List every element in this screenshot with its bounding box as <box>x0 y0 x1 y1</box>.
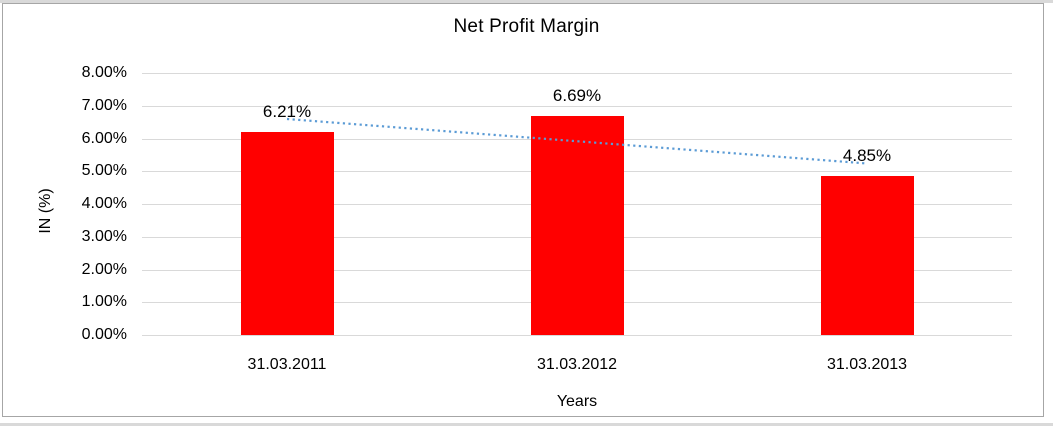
y-axis-tick-label: 2.00% <box>81 261 127 278</box>
y-axis-tick-label: 6.00% <box>81 130 127 147</box>
y-axis-tick-label: 0.00% <box>81 326 127 343</box>
x-axis-title: Years <box>556 393 598 410</box>
data-label: 6.69% <box>552 86 602 105</box>
x-axis-tick-label: 31.03.2013 <box>826 356 908 373</box>
chart-title: Net Profit Margin <box>453 16 600 37</box>
y-axis-tick-label: 7.00% <box>81 97 127 114</box>
y-axis-tick-label: 3.00% <box>81 228 127 245</box>
y-axis-tick-label: 8.00% <box>81 64 127 81</box>
window-bottom-edge <box>0 423 1053 426</box>
bar <box>821 176 914 335</box>
data-label: 4.85% <box>842 146 892 165</box>
gridline <box>142 335 1012 336</box>
bar <box>531 116 624 335</box>
x-axis-tick-label: 31.03.2012 <box>536 356 618 373</box>
y-axis-tick-label: 4.00% <box>81 195 127 212</box>
chart-frame <box>2 3 1044 417</box>
x-axis-tick-label: 31.03.2011 <box>247 356 327 373</box>
data-label: 6.21% <box>262 102 312 121</box>
gridline <box>142 106 1012 107</box>
window-top-edge <box>0 0 1053 3</box>
gridline <box>142 73 1012 74</box>
bar <box>241 132 334 335</box>
y-axis-tick-label: 1.00% <box>81 293 127 310</box>
y-axis-tick-label: 5.00% <box>81 162 127 179</box>
